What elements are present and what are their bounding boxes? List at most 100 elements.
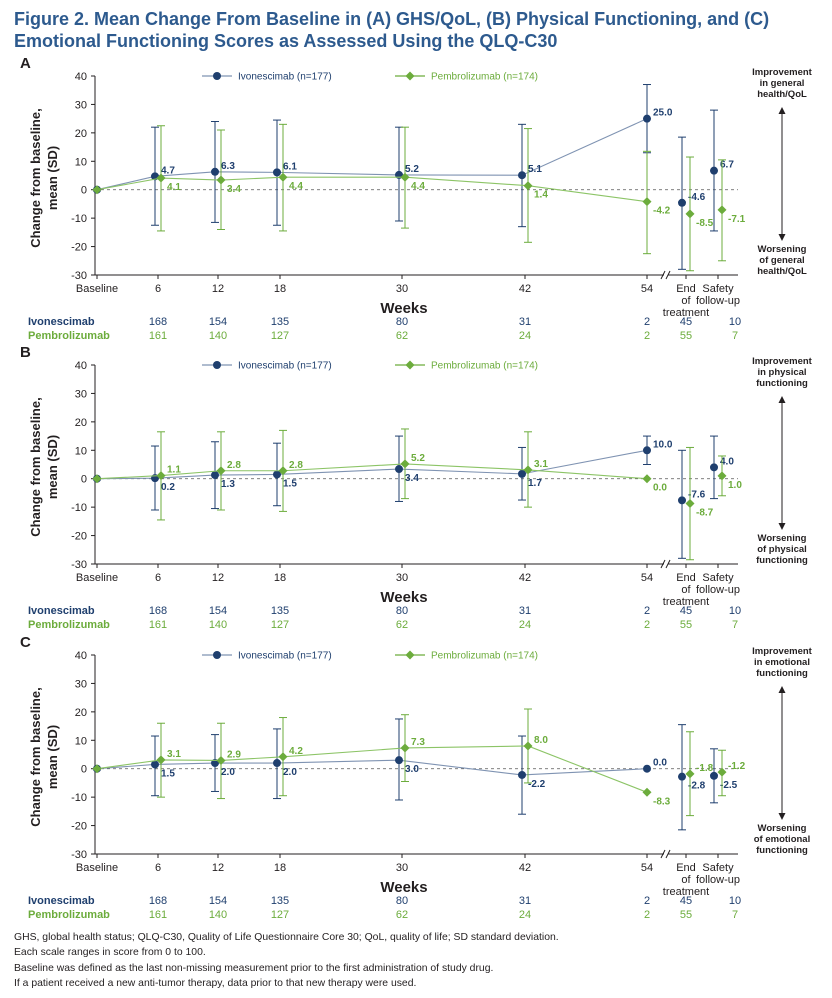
axis-break-mark bbox=[660, 559, 666, 569]
n-at-risk-name: Pembrolizumab bbox=[28, 619, 110, 631]
footnotes: GHS, global health status; QLQ-C30, Qual… bbox=[14, 930, 822, 991]
y-tick-label: 30 bbox=[75, 678, 87, 690]
x-tick-label: 6 bbox=[155, 572, 161, 584]
data-label: 0.0 bbox=[653, 483, 667, 494]
data-label: 10.0 bbox=[653, 439, 673, 450]
n-at-risk-value: 62 bbox=[396, 909, 408, 921]
data-label: -1.2 bbox=[728, 761, 746, 772]
n-at-risk-value: 24 bbox=[519, 909, 531, 921]
data-label: 1.1 bbox=[167, 465, 181, 476]
legend-label: Pembrolizumab (n=174) bbox=[431, 72, 538, 83]
n-at-risk-value: 161 bbox=[149, 619, 167, 631]
data-label: 6.1 bbox=[283, 161, 297, 172]
n-at-risk-value: 161 bbox=[149, 330, 167, 342]
x-tick-label: 12 bbox=[212, 283, 224, 295]
y-tick-label: -30 bbox=[71, 849, 87, 861]
x-axis-title: Weeks bbox=[380, 589, 427, 606]
n-at-risk-value: 135 bbox=[271, 895, 289, 907]
x-tick-label: 54 bbox=[641, 283, 653, 295]
data-label: -2.8 bbox=[688, 781, 706, 792]
n-at-risk-value: 55 bbox=[680, 909, 692, 921]
x-tick-label: Safety follow-up bbox=[696, 572, 740, 596]
data-point bbox=[642, 197, 652, 207]
n-at-risk-value: 2 bbox=[644, 895, 650, 907]
legend-label: Pembrolizumab (n=174) bbox=[431, 651, 538, 662]
legend-marker bbox=[405, 360, 415, 370]
n-at-risk-value: 80 bbox=[396, 316, 408, 328]
axis-break-mark bbox=[660, 849, 666, 859]
n-at-risk-value: 45 bbox=[680, 605, 692, 617]
x-tick-label: Baseline bbox=[76, 283, 118, 295]
n-at-risk-value: 7 bbox=[732, 619, 738, 631]
data-label: 4.4 bbox=[289, 181, 303, 192]
data-point bbox=[216, 466, 226, 476]
n-at-risk-value: 7 bbox=[732, 330, 738, 342]
data-point bbox=[643, 446, 651, 455]
data-point bbox=[278, 172, 288, 182]
data-point bbox=[685, 769, 695, 779]
y-tick-label: 10 bbox=[75, 735, 87, 747]
data-point bbox=[717, 471, 727, 481]
data-point bbox=[92, 764, 102, 774]
data-point bbox=[717, 767, 727, 777]
x-tick-label: Safety follow-up bbox=[696, 862, 740, 886]
y-tick-label: -20 bbox=[71, 821, 87, 833]
y-tick-label: -10 bbox=[71, 213, 87, 225]
n-at-risk-name: Ivonescimab bbox=[28, 895, 95, 907]
data-label: 5.2 bbox=[405, 164, 419, 175]
n-at-risk-value: 127 bbox=[271, 909, 289, 921]
y-tick-label: -10 bbox=[71, 792, 87, 804]
data-point bbox=[523, 181, 533, 191]
charts-canvas: A Change from baseline, mean (SD) -30 -20 -10… bbox=[20, 55, 813, 921]
axis-break-mark bbox=[665, 559, 671, 569]
n-at-risk-value: 55 bbox=[680, 619, 692, 631]
n-at-risk-value: 135 bbox=[271, 605, 289, 617]
data-point bbox=[523, 465, 533, 475]
y-tick-label: 40 bbox=[75, 71, 87, 83]
data-label: -1.8 bbox=[696, 763, 714, 774]
data-point bbox=[216, 175, 226, 185]
footnote-abbreviations: GHS, global health status; QLQ-C30, Qual… bbox=[14, 932, 559, 943]
n-at-risk-value: 168 bbox=[149, 605, 167, 617]
n-at-risk-value: 154 bbox=[209, 895, 227, 907]
y-tick-label: 40 bbox=[75, 360, 87, 372]
x-tick-label: 18 bbox=[274, 283, 286, 295]
x-tick-label: 12 bbox=[212, 572, 224, 584]
worsening-label: functioning bbox=[756, 845, 808, 856]
data-point bbox=[273, 759, 281, 768]
x-tick-label: 30 bbox=[396, 862, 408, 874]
data-point bbox=[92, 474, 102, 484]
y-tick-label: 20 bbox=[75, 417, 87, 429]
data-label: 25.0 bbox=[653, 108, 673, 119]
y-tick-label: 20 bbox=[75, 128, 87, 140]
data-label: 8.0 bbox=[534, 735, 548, 746]
data-point bbox=[278, 752, 288, 762]
panel-letter: A bbox=[20, 55, 31, 72]
data-label: 2.8 bbox=[289, 460, 303, 471]
data-label: 3.1 bbox=[167, 749, 181, 760]
worsening-label: Worsening bbox=[758, 533, 807, 544]
x-tick-label: 30 bbox=[396, 572, 408, 584]
legend-label: Ivonescimab (n=177) bbox=[238, 361, 332, 372]
n-at-risk-name: Ivonescimab bbox=[28, 605, 95, 617]
improvement-label: in physical bbox=[757, 367, 806, 378]
y-tick-label: -20 bbox=[71, 531, 87, 543]
worsening-label: of physical bbox=[757, 544, 807, 555]
panel-letter: B bbox=[20, 344, 31, 361]
legend-label: Ivonescimab (n=177) bbox=[238, 651, 332, 662]
y-tick-label: 10 bbox=[75, 156, 87, 168]
data-point bbox=[678, 496, 686, 505]
legend-marker bbox=[405, 71, 415, 81]
n-at-risk-value: 140 bbox=[209, 619, 227, 631]
data-label: -8.3 bbox=[653, 796, 671, 807]
data-label: -2.5 bbox=[720, 780, 738, 791]
arrow-head-down bbox=[778, 813, 786, 820]
x-tick-label: 18 bbox=[274, 572, 286, 584]
data-point bbox=[642, 787, 652, 797]
improvement-label: Improvement bbox=[752, 356, 812, 367]
data-point bbox=[400, 743, 410, 753]
y-tick-label: 40 bbox=[75, 650, 87, 662]
arrow-head-up bbox=[778, 396, 786, 403]
x-tick-label: End of treatment bbox=[663, 283, 709, 319]
n-at-risk-value: 45 bbox=[680, 895, 692, 907]
